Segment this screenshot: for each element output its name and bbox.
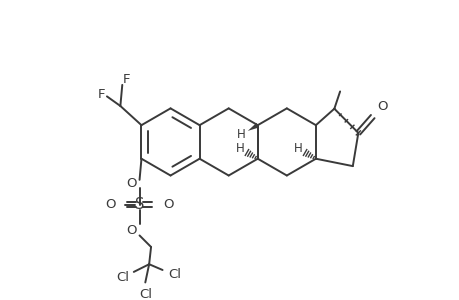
Text: Cl: Cl xyxy=(168,268,181,281)
Text: O: O xyxy=(376,100,387,113)
Text: H: H xyxy=(236,128,245,141)
Text: F: F xyxy=(97,88,105,101)
Text: O: O xyxy=(126,224,137,237)
Polygon shape xyxy=(247,123,258,131)
Text: O: O xyxy=(126,177,137,190)
Text: F: F xyxy=(122,73,129,85)
Text: O: O xyxy=(105,198,116,211)
Text: O: O xyxy=(163,198,173,211)
Text: H: H xyxy=(235,142,244,155)
Text: S: S xyxy=(134,197,144,212)
Text: H: H xyxy=(293,142,302,155)
Text: Cl: Cl xyxy=(116,271,129,284)
Text: Cl: Cl xyxy=(139,288,151,300)
